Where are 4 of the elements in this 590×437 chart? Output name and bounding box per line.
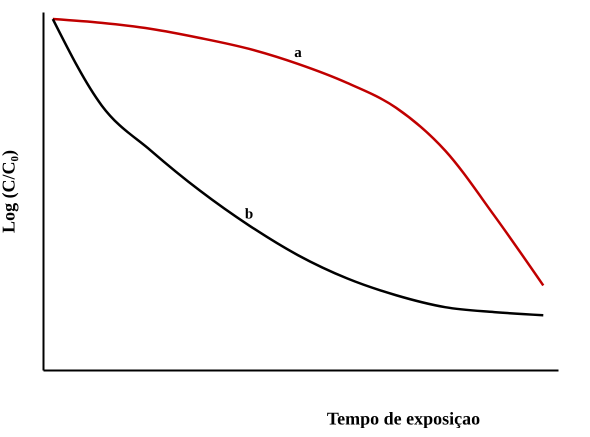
y-axis-title: Log (C/C₀) <box>0 150 18 233</box>
series-label: b <box>244 206 254 222</box>
x-axis-title: Tempo de exposiçao <box>326 408 480 428</box>
series-label: a <box>294 44 302 61</box>
